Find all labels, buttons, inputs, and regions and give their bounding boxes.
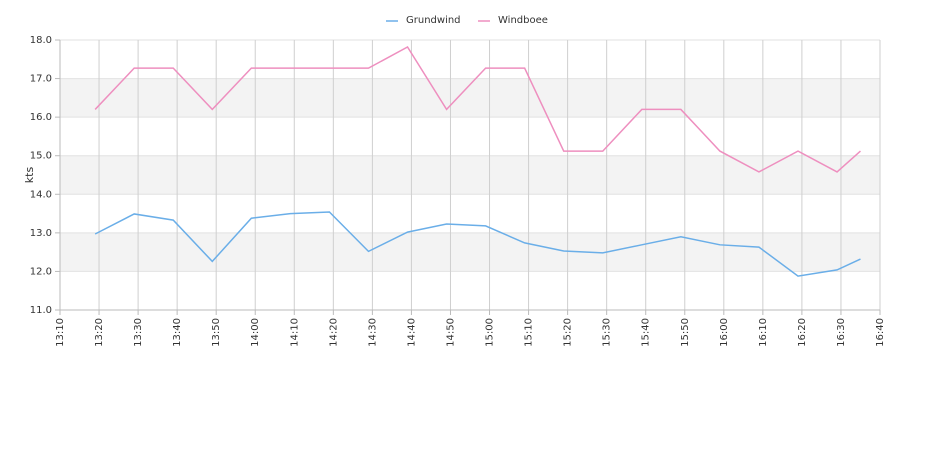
line-series — [94, 211, 861, 277]
x-tick-label: 16:00 — [719, 318, 730, 347]
y-tick-label: 12.0 — [30, 266, 52, 277]
x-tick-label: 15:20 — [563, 318, 574, 347]
x-tick-label: 14:10 — [289, 318, 300, 347]
x-tick-label: 15:40 — [641, 318, 652, 347]
x-tick-label: 15:30 — [602, 318, 613, 347]
x-tick-label: 14:50 — [445, 318, 456, 347]
grid-band — [60, 155, 880, 195]
x-tick-label: 14:00 — [250, 318, 261, 347]
grid-band — [60, 232, 880, 272]
y-tick-label: 11.0 — [30, 305, 52, 316]
x-tick-label: 14:20 — [328, 318, 339, 347]
y-tick-label: 15.0 — [30, 151, 52, 162]
line-series — [94, 45, 861, 173]
legend-label: Windboee — [498, 15, 548, 26]
x-tick-label: 16:40 — [875, 318, 886, 347]
x-tick-label: 13:30 — [133, 318, 144, 347]
x-tick-label: 16:30 — [836, 318, 847, 347]
x-tick-label: 15:10 — [524, 318, 535, 347]
x-tick-label: 13:40 — [172, 318, 183, 347]
x-tick-label: 13:10 — [55, 318, 66, 347]
x-tick-label: 15:50 — [680, 318, 691, 347]
x-tick-label: 14:40 — [406, 318, 417, 347]
x-tick-label: 16:10 — [758, 318, 769, 347]
y-tick-label: 16.0 — [30, 112, 52, 123]
legend-label: Grundwind — [406, 15, 461, 26]
y-tick-label: 18.0 — [30, 35, 52, 46]
y-tick-label: 14.0 — [30, 189, 52, 200]
y-tick-label: 13.0 — [30, 228, 52, 239]
x-tick-label: 14:30 — [367, 318, 378, 347]
x-tick-label: 13:50 — [211, 318, 222, 347]
x-tick-label: 13:20 — [94, 318, 105, 347]
x-tick-label: 15:00 — [485, 318, 496, 347]
x-tick-label: 16:20 — [797, 318, 808, 347]
y-tick-label: 17.0 — [30, 74, 52, 85]
y-axis-label: kts — [23, 167, 36, 184]
